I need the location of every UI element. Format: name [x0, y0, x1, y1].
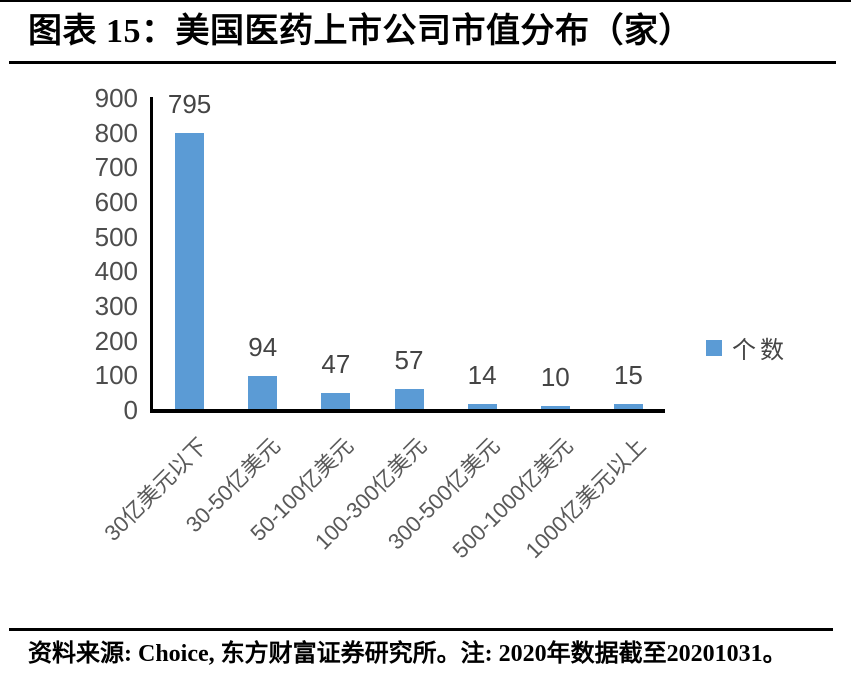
title-rule	[9, 61, 836, 64]
bar	[394, 389, 424, 409]
y-tick-label: 700	[94, 152, 138, 183]
footer-rule	[9, 628, 833, 631]
bar	[321, 392, 351, 409]
bar-value-label: 47	[321, 348, 351, 379]
y-tick-label: 600	[94, 187, 138, 217]
top-rule	[0, 0, 851, 2]
y-tick-label: 200	[94, 325, 138, 356]
y-tick-label: 800	[94, 117, 138, 148]
bar-chart: 0 100 200 300 400 500 600 700 800 900 795 94 47 57 14…	[94, 83, 788, 563]
bar	[248, 376, 278, 409]
legend-label: 个数	[732, 337, 788, 364]
y-tick-label: 500	[94, 221, 138, 252]
bar-value-label: 10	[540, 361, 570, 392]
source-note: 资料来源: Choice, 东方财富证券研究所。注: 2020年数据截至2020…	[28, 641, 787, 667]
bar	[613, 403, 643, 409]
bar-value-label: 14	[467, 360, 497, 391]
bar	[540, 405, 570, 409]
figure-title: 图表 15：美国医药上市公司市值分布（家）	[28, 13, 693, 50]
y-tick-label: 100	[94, 360, 138, 391]
bar	[467, 404, 497, 409]
bar-value-label: 795	[167, 89, 212, 120]
y-tick-label: 400	[94, 256, 138, 287]
bar-value-label: 94	[248, 332, 278, 363]
bar	[175, 133, 205, 409]
legend-swatch	[706, 339, 722, 356]
plot-area	[150, 97, 665, 413]
y-tick-label: 300	[94, 291, 138, 321]
y-tick-label: 900	[94, 83, 138, 113]
bar-value-label: 15	[613, 359, 643, 390]
y-tick-label: 0	[123, 395, 138, 425]
legend: 个数	[706, 330, 788, 365]
bar-value-label: 57	[394, 345, 424, 376]
